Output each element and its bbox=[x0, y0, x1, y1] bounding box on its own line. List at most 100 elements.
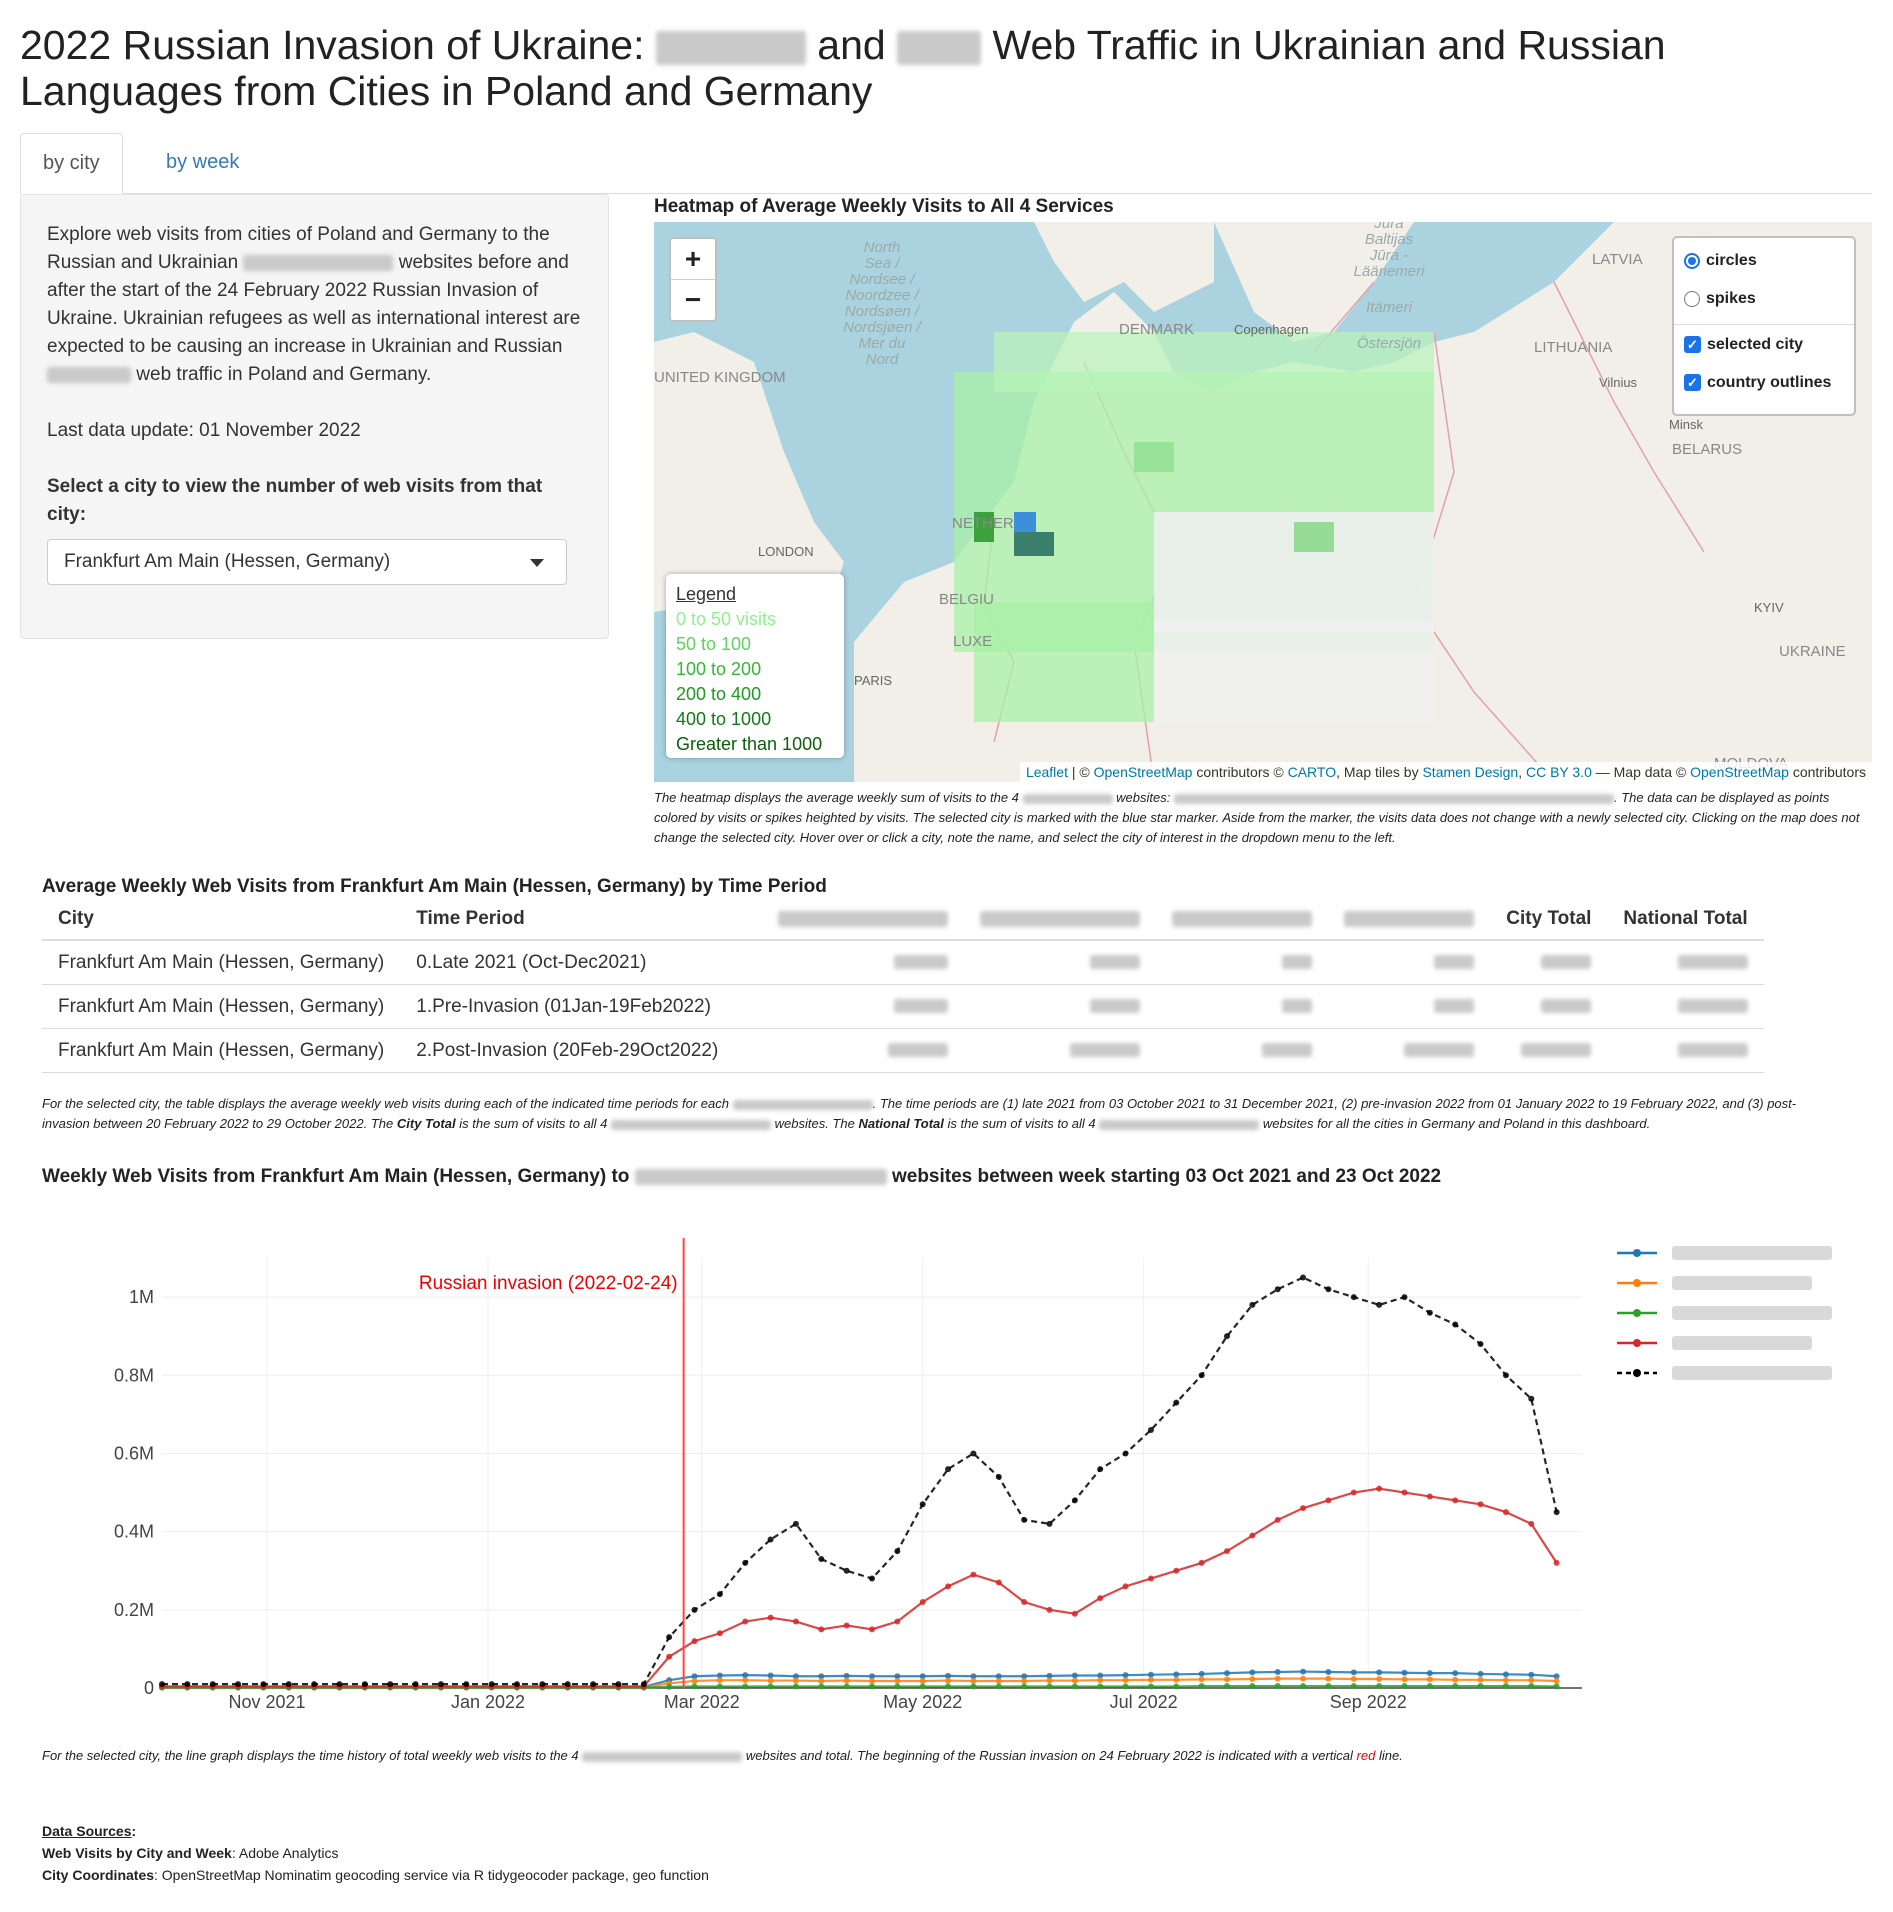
series-point bbox=[1173, 1567, 1180, 1574]
leaflet-link[interactable]: Leaflet bbox=[1025, 764, 1068, 780]
svg-text:Östersjön: Östersjön bbox=[1357, 334, 1421, 352]
series-point bbox=[1021, 1677, 1028, 1684]
map-label-kyiv: KYIV bbox=[1754, 600, 1784, 615]
svg-text:Noordzee /: Noordzee / bbox=[845, 287, 920, 304]
series-point bbox=[1122, 1583, 1129, 1590]
series-point bbox=[869, 1575, 875, 1582]
redacted-value bbox=[1677, 955, 1748, 970]
col-redacted bbox=[964, 899, 1157, 941]
series-point bbox=[995, 1579, 1002, 1586]
layer-country-outlines-option[interactable]: ✓ country outlines bbox=[1684, 372, 1831, 394]
series-point bbox=[1502, 1671, 1509, 1678]
radio-selected-icon[interactable] bbox=[1684, 252, 1700, 269]
series-point bbox=[843, 1683, 850, 1690]
map-label-paris: PARIS bbox=[854, 673, 892, 688]
tab-by-week[interactable]: by week bbox=[166, 151, 240, 173]
series-point bbox=[742, 1559, 749, 1566]
map-title: Heatmap of Average Weekly Visits to All … bbox=[654, 196, 1114, 217]
radio-icon[interactable] bbox=[1684, 290, 1700, 307]
series-point bbox=[387, 1681, 394, 1688]
series-line bbox=[162, 1684, 1557, 1689]
series-point bbox=[1452, 1683, 1459, 1690]
series-point bbox=[970, 1571, 977, 1578]
tab-by-city[interactable]: by city bbox=[20, 133, 123, 195]
series-point bbox=[1350, 1676, 1357, 1683]
layer-circles-option[interactable]: circles bbox=[1684, 250, 1757, 272]
series-point bbox=[945, 1683, 952, 1690]
map-attribution: Leaflet | © OpenStreetMap contributors ©… bbox=[1019, 762, 1872, 782]
cc-link[interactable]: CC BY 3.0 bbox=[1525, 764, 1592, 780]
series-point bbox=[1502, 1372, 1509, 1379]
redacted-value bbox=[1090, 955, 1141, 970]
series-point bbox=[767, 1672, 774, 1679]
series-point bbox=[1376, 1676, 1383, 1683]
series-point bbox=[869, 1683, 875, 1690]
land-uk bbox=[654, 332, 844, 612]
stamen-link[interactable]: Stamen Design bbox=[1422, 764, 1519, 780]
series-point bbox=[1553, 1509, 1560, 1516]
carto-link[interactable]: CARTO bbox=[1287, 764, 1337, 780]
table-header-row: City Time Period City Total National Tot… bbox=[42, 899, 1764, 941]
series-point bbox=[970, 1677, 977, 1684]
redacted-value bbox=[1677, 999, 1748, 1014]
series-point bbox=[539, 1681, 546, 1688]
svg-text:Baltijas: Baltijas bbox=[1365, 231, 1414, 248]
redacted-value bbox=[1521, 1043, 1592, 1058]
series-point bbox=[894, 1677, 901, 1684]
series-point bbox=[818, 1677, 825, 1684]
series-point bbox=[336, 1681, 343, 1688]
series-point bbox=[716, 1591, 723, 1598]
series-point bbox=[1224, 1676, 1230, 1683]
redacted-value bbox=[1541, 999, 1592, 1014]
y-tick-label: 0.4M bbox=[114, 1522, 154, 1542]
series-point bbox=[1224, 1670, 1230, 1677]
series-point bbox=[1401, 1294, 1408, 1301]
cell-city: Frankfurt Am Main (Hessen, Germany) bbox=[42, 984, 401, 1029]
legend-marker bbox=[1633, 1309, 1641, 1317]
series-point bbox=[1147, 1575, 1154, 1582]
series-point bbox=[1021, 1599, 1028, 1605]
zoom-out-button[interactable]: − bbox=[684, 284, 702, 315]
legend-marker bbox=[1633, 1279, 1641, 1287]
series-point bbox=[1553, 1673, 1560, 1680]
map-legend: Legend 0 to 50 visits 50 to 100 100 to 2… bbox=[666, 574, 844, 758]
redacted-value bbox=[1434, 999, 1475, 1014]
series-point bbox=[1452, 1321, 1459, 1328]
osm-link[interactable]: OpenStreetMap bbox=[1093, 764, 1193, 780]
series-point bbox=[869, 1626, 875, 1633]
redacted-brand bbox=[655, 31, 806, 66]
city-select[interactable]: Frankfurt Am Main (Hessen, Germany) bbox=[47, 539, 567, 585]
svg-text:Läänemeri: Läänemeri bbox=[1354, 263, 1426, 280]
invasion-label: Russian invasion (2022-02-24) bbox=[419, 1273, 678, 1294]
legend-item: Greater than 1000 bbox=[676, 734, 823, 754]
map-label-baltic: Jūra bbox=[1373, 222, 1403, 232]
series-point bbox=[792, 1677, 799, 1684]
osm-link[interactable]: OpenStreetMap bbox=[1690, 764, 1789, 780]
series-point bbox=[412, 1681, 419, 1688]
series-point bbox=[1198, 1683, 1205, 1690]
col-redacted bbox=[762, 899, 965, 941]
table-title: Average Weekly Web Visits from Frankfurt… bbox=[42, 876, 827, 897]
zoom-in-button[interactable]: + bbox=[671, 239, 715, 280]
checkbox-checked-icon[interactable]: ✓ bbox=[1684, 336, 1701, 354]
col-redacted bbox=[1328, 899, 1491, 941]
col-period: Time Period bbox=[400, 899, 763, 941]
table-caption: For the selected city, the table display… bbox=[42, 1096, 1797, 1131]
layer-selected-city-option[interactable]: ✓ selected city bbox=[1684, 334, 1803, 356]
map-label-belarus: BELARUS bbox=[1672, 441, 1742, 458]
redacted-brand bbox=[243, 254, 394, 271]
series-point bbox=[1249, 1683, 1256, 1690]
heatmap-map[interactable]: North Sea / Nordsee / Noordzee / Nordsøe… bbox=[654, 222, 1872, 782]
series-point bbox=[1376, 1485, 1383, 1492]
line-chart[interactable]: 0 0.2M 0.4M 0.6M 0.8M 1M Nov 2021 Jan 2022 Mar 2… bbox=[42, 1218, 1852, 1728]
checkbox-checked-icon[interactable]: ✓ bbox=[1684, 374, 1701, 392]
series-point bbox=[1046, 1606, 1053, 1613]
series-point bbox=[285, 1681, 292, 1688]
series-point bbox=[894, 1683, 901, 1690]
series-point bbox=[1477, 1501, 1484, 1508]
series-point bbox=[1401, 1489, 1408, 1496]
series-point bbox=[184, 1681, 191, 1688]
series-point bbox=[1401, 1683, 1408, 1690]
layer-spikes-option[interactable]: spikes bbox=[1684, 288, 1756, 310]
series-point bbox=[1401, 1676, 1408, 1683]
